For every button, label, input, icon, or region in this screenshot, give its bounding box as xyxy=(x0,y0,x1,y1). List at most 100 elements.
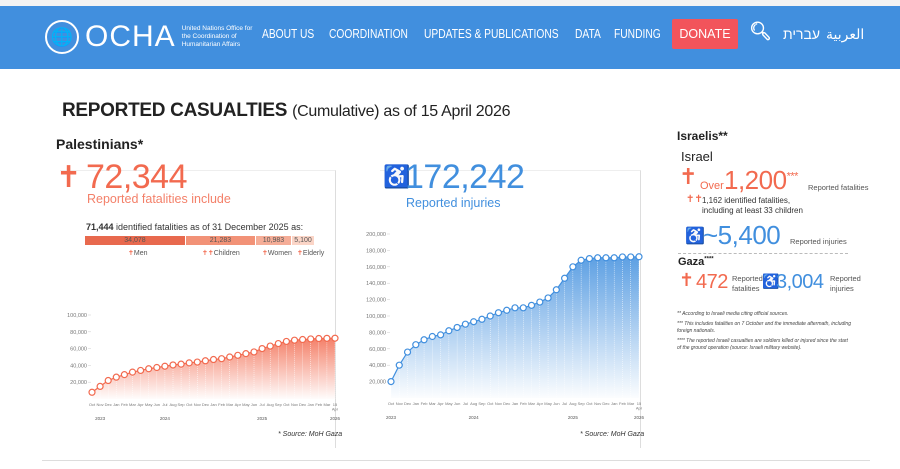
israel-injuries-label: Reported injuries xyxy=(790,237,847,246)
data-point xyxy=(169,361,177,369)
donate-button[interactable]: DONATE xyxy=(672,19,738,49)
x-tick-label: Nov xyxy=(396,401,403,406)
nav-updates-publications[interactable]: UPDATES & PUBLICATIONS xyxy=(424,27,559,41)
over-label: Over xyxy=(700,180,724,192)
data-point xyxy=(242,350,250,358)
data-point xyxy=(552,286,560,294)
x-tick-label: Jun xyxy=(251,402,257,407)
children-icon: ✝✝ xyxy=(686,194,703,205)
x-tick-label: Mar xyxy=(129,402,137,407)
x-tick-label: Feb xyxy=(619,401,627,406)
gaza-injuries-label: Reported injuries xyxy=(830,274,861,293)
data-point xyxy=(494,309,503,317)
note-2: *** This includes fatalities on 7 Octobe… xyxy=(677,321,851,334)
x-tick-label: Jun xyxy=(154,402,160,407)
title-suffix: (Cumulative) as of 15 April 2026 xyxy=(292,103,511,120)
search-icon[interactable]: 🔍︎ xyxy=(749,21,772,41)
identified-line2: including at least 33 children xyxy=(702,206,803,215)
person-fatality-icon: ✝ xyxy=(56,161,82,194)
data-point xyxy=(209,355,218,364)
x-tick-label: Mar xyxy=(528,401,536,406)
x-tick-label: Mar xyxy=(226,402,234,407)
women-text: Women xyxy=(267,250,292,257)
nav-funding[interactable]: FUNDING xyxy=(614,27,661,41)
data-point xyxy=(585,255,594,263)
y-tick-label: 100,000 xyxy=(67,313,87,319)
x-tick-label: Aug xyxy=(569,401,576,406)
data-point xyxy=(453,323,461,332)
x-tick-label: Apr xyxy=(235,402,242,407)
x-tick-label: Feb xyxy=(421,401,429,406)
x-tick-label: May xyxy=(145,402,153,407)
nav-about-us[interactable]: ABOUT US xyxy=(262,27,315,41)
year-label: 2024 xyxy=(160,416,171,421)
x-tick-label: Mar xyxy=(627,401,635,406)
y-tick-label: 140,000 xyxy=(366,281,386,287)
x-tick-label: Oct xyxy=(283,402,290,407)
y-tick-label: 20,000 xyxy=(369,380,386,386)
data-point xyxy=(420,336,428,344)
data-point xyxy=(635,253,643,261)
logo-text: OCHA xyxy=(85,20,176,53)
gaza-injuries: 3,004 xyxy=(776,271,824,293)
y-tick-label: 160,000 xyxy=(366,265,386,271)
data-point xyxy=(193,358,201,366)
data-point xyxy=(569,263,577,271)
x-tick-label: Jan xyxy=(307,402,313,407)
lang-arabic[interactable]: العربية xyxy=(826,26,865,42)
elderly-text: Elderly xyxy=(302,250,325,257)
segment-children: 21,283 xyxy=(186,236,256,245)
gaza-fatalities-label: Reported fatalities xyxy=(732,274,763,293)
data-point xyxy=(478,315,486,323)
data-point xyxy=(323,334,331,342)
x-tick-label: Aug xyxy=(169,402,176,407)
x-tick-label: 15 Apr xyxy=(332,402,339,412)
x-tick-label: Nov xyxy=(194,402,201,407)
israelis-heading: Israelis** xyxy=(677,129,728,143)
data-point xyxy=(266,342,274,350)
data-point xyxy=(403,348,412,356)
year-label: 2026 xyxy=(330,416,341,421)
fatalities-breakdown-bar: 34,078 21,283 10,983 5,100 xyxy=(85,236,315,245)
x-tick-label: Sep xyxy=(578,401,586,406)
year-label: 2025 xyxy=(257,416,268,421)
data-point xyxy=(201,357,209,365)
label-children: ✝✝Children xyxy=(202,249,240,257)
data-point xyxy=(88,388,96,396)
x-tick-label: Aug xyxy=(267,402,274,407)
x-tick-label: Feb xyxy=(520,401,528,406)
label-elderly: ✝Elderly xyxy=(297,249,324,257)
x-tick-label: May xyxy=(445,401,453,406)
data-point xyxy=(387,378,395,386)
page-title: REPORTED CASUALTIES (Cumulative) as of 1… xyxy=(62,100,511,122)
pal-fatalities: 72,344 xyxy=(86,158,188,196)
person-fatality-icon: ✝ xyxy=(679,270,695,290)
woman-icon: ✝ xyxy=(262,250,268,257)
data-point xyxy=(185,359,193,367)
y-tick-label: 40,000 xyxy=(369,363,386,369)
data-point xyxy=(594,254,602,262)
x-tick-label: Nov xyxy=(594,401,601,406)
lang-hebrew[interactable]: עברית xyxy=(783,26,821,42)
data-point xyxy=(412,341,420,349)
x-tick-label: Nov xyxy=(495,401,502,406)
data-point xyxy=(153,363,161,372)
x-tick-label: Mar xyxy=(323,402,331,407)
identified-rest: identified fatalities as of 31 December … xyxy=(116,222,304,232)
elderly-icon: ✝ xyxy=(297,250,303,257)
injured-person-icon: ♿ xyxy=(383,164,411,189)
data-point xyxy=(610,254,618,262)
year-label: 2023 xyxy=(386,415,397,420)
divider xyxy=(678,253,848,254)
data-point xyxy=(218,355,226,363)
ocha-logo[interactable]: 🌐 OCHA United Nations Office for the Coo… xyxy=(45,20,257,54)
x-tick-label: 15 Apr xyxy=(636,401,643,411)
nav-data[interactable]: DATA xyxy=(575,27,601,41)
x-tick-label: Aug xyxy=(470,401,477,406)
x-tick-label: Oct xyxy=(186,402,193,407)
israel-heading: Israel xyxy=(681,149,713,164)
person-fatality-icon: ✝ xyxy=(679,164,698,189)
nav-coordination[interactable]: COORDINATION xyxy=(329,27,408,41)
segment-elderly: 5,100 xyxy=(292,236,315,245)
children-text: Children xyxy=(213,250,240,257)
